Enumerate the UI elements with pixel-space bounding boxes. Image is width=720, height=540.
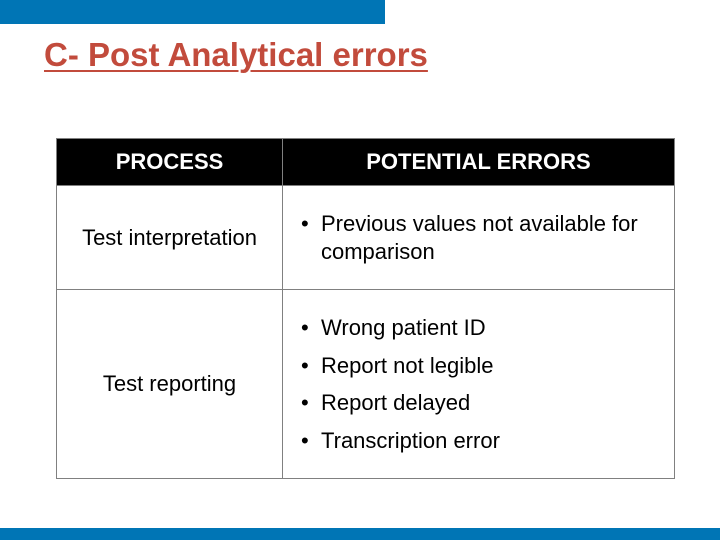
table-row: Test interpretation Previous values not … [57,186,675,290]
error-item: Wrong patient ID [301,314,662,342]
error-list: Previous values not available for compar… [301,210,662,265]
slide-title: C- Post Analytical errors [44,36,428,74]
cell-process: Test interpretation [57,186,283,290]
errors-table: PROCESS POTENTIAL ERRORS Test interpreta… [56,138,675,479]
top-accent-bar [0,0,385,24]
cell-process: Test reporting [57,290,283,479]
cell-errors: Previous values not available for compar… [283,186,675,290]
table-row: Test reporting Wrong patient ID Report n… [57,290,675,479]
cell-errors: Wrong patient ID Report not legible Repo… [283,290,675,479]
errors-table-container: PROCESS POTENTIAL ERRORS Test interpreta… [56,138,674,479]
header-errors: POTENTIAL ERRORS [283,139,675,186]
header-process: PROCESS [57,139,283,186]
bottom-accent-bar [0,528,720,540]
error-item: Previous values not available for compar… [301,210,662,265]
error-list: Wrong patient ID Report not legible Repo… [301,314,662,454]
error-item: Transcription error [301,427,662,455]
error-item: Report not legible [301,352,662,380]
table-header-row: PROCESS POTENTIAL ERRORS [57,139,675,186]
error-item: Report delayed [301,389,662,417]
